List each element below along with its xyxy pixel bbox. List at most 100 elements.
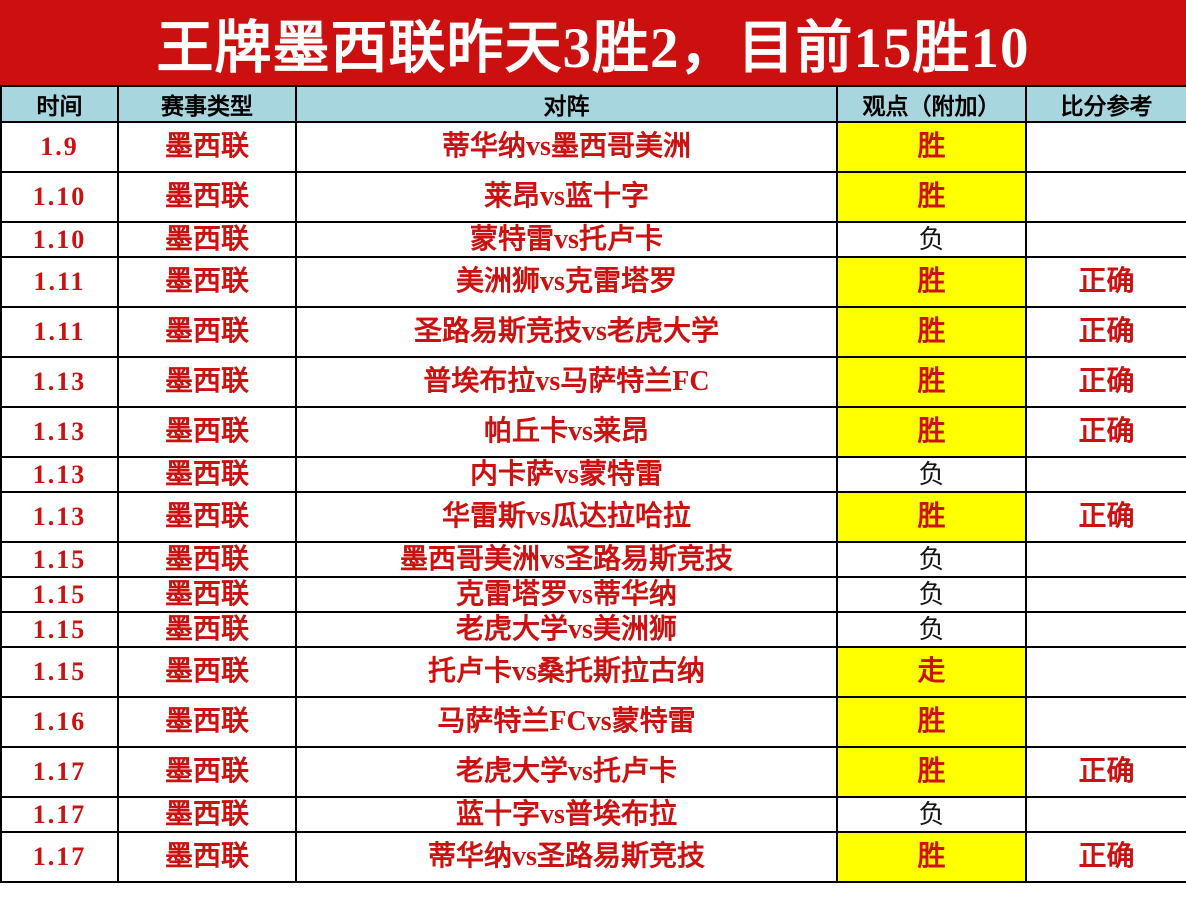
score-ref-cell — [1025, 646, 1186, 698]
time-cell: 1.13 — [0, 456, 119, 493]
page-title: 王牌墨西联昨天3胜2，目前15胜10 — [0, 0, 1186, 85]
table-row: 1.13 墨西联 帕丘卡vs莱昂胜正确 — [0, 406, 1186, 458]
match-cell: 内卡萨vs蒙特雷 — [295, 456, 838, 493]
view-cell: 负 — [836, 541, 1027, 578]
time-cell: 1.13 — [0, 356, 119, 408]
time-cell: 1.13 — [0, 491, 119, 543]
time-cell: 1.15 — [0, 611, 119, 648]
view-cell: 负 — [836, 796, 1027, 833]
match-cell: 圣路易斯竞技vs老虎大学 — [295, 306, 838, 358]
match-cell: 美洲狮vs克雷塔罗 — [295, 256, 838, 308]
view-cell: 胜 — [836, 491, 1027, 543]
match-cell: 帕丘卡vs莱昂 — [295, 406, 838, 458]
view-cell: 负 — [836, 456, 1027, 493]
time-cell: 1.17 — [0, 831, 119, 883]
column-header: 对阵 — [295, 85, 838, 123]
view-cell: 胜 — [836, 121, 1027, 173]
view-cell: 胜 — [836, 356, 1027, 408]
table-row: 1.11 墨西联 圣路易斯竞技vs老虎大学胜正确 — [0, 306, 1186, 358]
view-cell: 胜 — [836, 306, 1027, 358]
score-ref-cell: 正确 — [1025, 746, 1186, 798]
league-cell: 墨西联 — [117, 406, 297, 458]
column-header: 赛事类型 — [117, 85, 297, 123]
table-row: 1.15 墨西联 老虎大学vs美洲狮负 — [0, 611, 1186, 648]
league-cell: 墨西联 — [117, 696, 297, 748]
score-ref-cell — [1025, 796, 1186, 833]
score-ref-cell: 正确 — [1025, 256, 1186, 308]
view-cell: 负 — [836, 576, 1027, 613]
match-cell: 普埃布拉vs马萨特兰FC — [295, 356, 838, 408]
table-row: 1.17 墨西联 蒂华纳vs圣路易斯竞技胜正确 — [0, 831, 1186, 883]
score-ref-cell — [1025, 541, 1186, 578]
score-ref-cell — [1025, 171, 1186, 223]
view-cell: 胜 — [836, 696, 1027, 748]
score-ref-cell: 正确 — [1025, 831, 1186, 883]
table-row: 1.9 墨西联 蒂华纳vs墨西哥美洲胜 — [0, 121, 1186, 173]
time-cell: 1.11 — [0, 306, 119, 358]
league-cell: 墨西联 — [117, 256, 297, 308]
time-cell: 1.11 — [0, 256, 119, 308]
view-cell: 负 — [836, 611, 1027, 648]
league-cell: 墨西联 — [117, 356, 297, 408]
match-cell: 墨西哥美洲vs圣路易斯竞技 — [295, 541, 838, 578]
league-cell: 墨西联 — [117, 576, 297, 613]
column-header: 时间 — [0, 85, 119, 123]
view-cell: 走 — [836, 646, 1027, 698]
match-cell: 老虎大学vs托卢卡 — [295, 746, 838, 798]
time-cell: 1.9 — [0, 121, 119, 173]
table-row: 1.10 墨西联 蒙特雷vs托卢卡负 — [0, 221, 1186, 258]
score-ref-cell — [1025, 611, 1186, 648]
score-ref-cell — [1025, 696, 1186, 748]
match-cell: 老虎大学vs美洲狮 — [295, 611, 838, 648]
match-cell: 华雷斯vs瓜达拉哈拉 — [295, 491, 838, 543]
table-row: 1.13 墨西联 华雷斯vs瓜达拉哈拉胜正确 — [0, 491, 1186, 543]
match-cell: 莱昂vs蓝十字 — [295, 171, 838, 223]
time-cell: 1.17 — [0, 746, 119, 798]
league-cell: 墨西联 — [117, 541, 297, 578]
league-cell: 墨西联 — [117, 121, 297, 173]
table-row: 1.16 墨西联 马萨特兰FCvs蒙特雷胜 — [0, 696, 1186, 748]
time-cell: 1.15 — [0, 576, 119, 613]
league-cell: 墨西联 — [117, 746, 297, 798]
view-cell: 胜 — [836, 831, 1027, 883]
view-cell: 胜 — [836, 256, 1027, 308]
score-ref-cell: 正确 — [1025, 406, 1186, 458]
match-cell: 马萨特兰FCvs蒙特雷 — [295, 696, 838, 748]
table-body: 1.9 墨西联 蒂华纳vs墨西哥美洲胜 1.10 墨西联 莱昂vs蓝十字胜 1.10 墨西联蒙… — [0, 121, 1186, 883]
time-cell: 1.10 — [0, 221, 119, 258]
score-ref-cell: 正确 — [1025, 356, 1186, 408]
header-row: 时间 赛事类型 对阵 观点（附加） 比分参考 — [0, 85, 1186, 123]
column-header: 比分参考 — [1025, 85, 1186, 123]
score-ref-cell: 正确 — [1025, 491, 1186, 543]
table-row: 1.11 墨西联 美洲狮vs克雷塔罗胜正确 — [0, 256, 1186, 308]
league-cell: 墨西联 — [117, 221, 297, 258]
league-cell: 墨西联 — [117, 306, 297, 358]
table-row: 1.17 墨西联 老虎大学vs托卢卡胜正确 — [0, 746, 1186, 798]
league-cell: 墨西联 — [117, 456, 297, 493]
league-cell: 墨西联 — [117, 831, 297, 883]
league-cell: 墨西联 — [117, 171, 297, 223]
view-cell: 负 — [836, 221, 1027, 258]
table-row: 1.15 墨西联 墨西哥美洲vs圣路易斯竞技负 — [0, 541, 1186, 578]
match-cell: 克雷塔罗vs蒂华纳 — [295, 576, 838, 613]
table-row: 1.13 墨西联 内卡萨vs蒙特雷负 — [0, 456, 1186, 493]
score-ref-cell — [1025, 456, 1186, 493]
predictions-table: 时间 赛事类型 对阵 观点（附加） 比分参考 1.9 墨西联 蒂华纳vs墨西哥美洲胜 1.10… — [0, 85, 1186, 883]
time-cell: 1.13 — [0, 406, 119, 458]
league-cell: 墨西联 — [117, 796, 297, 833]
league-cell: 墨西联 — [117, 491, 297, 543]
table-row: 1.13 墨西联 普埃布拉vs马萨特兰FC 胜正确 — [0, 356, 1186, 408]
column-header: 观点（附加） — [836, 85, 1027, 123]
time-cell: 1.17 — [0, 796, 119, 833]
score-ref-cell — [1025, 576, 1186, 613]
score-ref-cell — [1025, 221, 1186, 258]
view-cell: 胜 — [836, 171, 1027, 223]
score-ref-cell: 正确 — [1025, 306, 1186, 358]
time-cell: 1.10 — [0, 171, 119, 223]
match-cell: 蒂华纳vs墨西哥美洲 — [295, 121, 838, 173]
match-cell: 托卢卡vs桑托斯拉古纳 — [295, 646, 838, 698]
time-cell: 1.16 — [0, 696, 119, 748]
view-cell: 胜 — [836, 406, 1027, 458]
time-cell: 1.15 — [0, 541, 119, 578]
